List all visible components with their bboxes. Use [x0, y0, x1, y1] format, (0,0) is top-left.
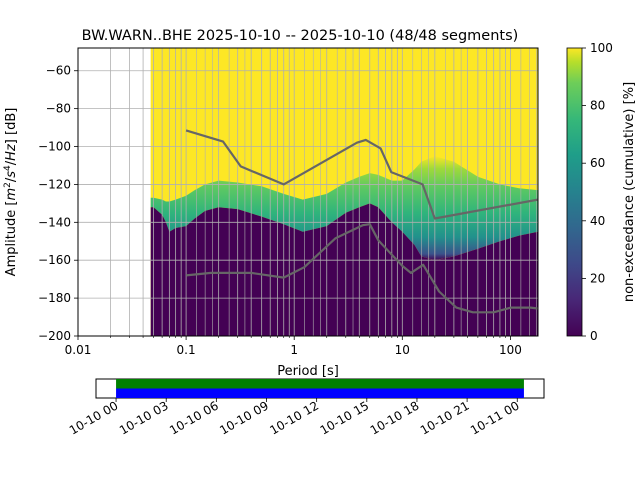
colorbar-gradient [566, 47, 583, 337]
timeline-tick-label: 10-10 06 [167, 398, 221, 437]
heatmap [150, 48, 538, 336]
y-axis-label-part: 2 [3, 182, 13, 188]
timeline-tick-label: 10-10 09 [217, 398, 271, 437]
high-noise-model-line [185, 129, 538, 220]
heatmap-transition-band [150, 156, 538, 261]
y-axis-label: Amplitude [m2/s4/Hz] [dB] [3, 108, 19, 277]
colorbar-tick-label: 20 [590, 271, 605, 285]
colorbar-tick-label: 80 [590, 99, 605, 113]
y-axis-label-part: Amplitude [ [4, 201, 19, 277]
y-tick-label: −180 [38, 291, 71, 305]
y-grid [78, 70, 538, 336]
timeline-bars [116, 379, 524, 398]
chart-title: BW.WARN..BHE 2025-10-10 -- 2025-10-10 (4… [82, 28, 519, 44]
timeline-tick-label: 10-10 18 [368, 398, 422, 437]
x-axis: 0.01 0.1 1 10 100 [65, 336, 522, 357]
y-axis-label-part: s [4, 171, 19, 178]
x-tick-label: 1 [290, 343, 298, 357]
timeline-tick-label: 10-10 15 [318, 398, 372, 437]
low-noise-model-line [185, 223, 538, 314]
noise-models [185, 129, 538, 314]
plot-area: 0.01 0.1 1 10 100 −60 −80 −100 −120 −140 −160 −180… [38, 47, 539, 357]
colorbar: 0 20 40 60 80 100 non-exceedance (cumulative)… [566, 41, 637, 343]
y-axis-label-part: m [4, 188, 19, 201]
heatmap-zero-region [150, 203, 538, 336]
timeline-tick-label: 10-10 00 [67, 398, 121, 437]
timeline-tick-label: 10-11 00 [468, 398, 522, 437]
timeline-tick-label: 10-10 03 [117, 398, 171, 437]
y-tick-label: −160 [38, 253, 71, 267]
colorbar-tick-label: 100 [590, 41, 613, 55]
colorbar-tick-label: 40 [590, 214, 605, 228]
timeline-tick-label: 10-10 12 [267, 398, 321, 437]
x-tick-label: 100 [499, 343, 522, 357]
x-tick-label: 10 [395, 343, 410, 357]
y-axis-label-part: / [4, 177, 19, 182]
y-axis: −60 −80 −100 −120 −140 −160 −180 −200 [38, 64, 78, 343]
y-axis-label-part: / [4, 160, 19, 165]
x-tick-label: 0.01 [65, 343, 92, 357]
timeline-tick-label: 10-10 21 [418, 398, 472, 437]
colorbar-label: non-exceedance (cumulative) [%] [622, 82, 637, 302]
y-axis-label-part: ] [dB] [4, 108, 19, 145]
y-axis-label-part: Hz [4, 143, 19, 161]
psd-coverage-bar [116, 388, 524, 398]
y-tick-label: −60 [46, 64, 71, 78]
y-tick-label: −140 [38, 215, 71, 229]
plot-frame [77, 47, 539, 337]
y-tick-label: −120 [38, 177, 71, 191]
x-grid [110, 48, 537, 336]
y-tick-label: −200 [38, 329, 71, 343]
data-coverage-bar [116, 379, 524, 389]
y-tick-label: −80 [46, 102, 71, 116]
colorbar-tick-label: 60 [590, 156, 605, 170]
y-tick-label: −100 [38, 140, 71, 154]
colorbar-tick-label: 0 [590, 329, 598, 343]
colorbar-ticks: 0 20 40 60 80 100 [582, 41, 613, 343]
y-axis-label-part: 4 [3, 165, 13, 171]
x-tick-label: 0.1 [177, 343, 196, 357]
x-axis-label: Period [s] [277, 364, 339, 379]
